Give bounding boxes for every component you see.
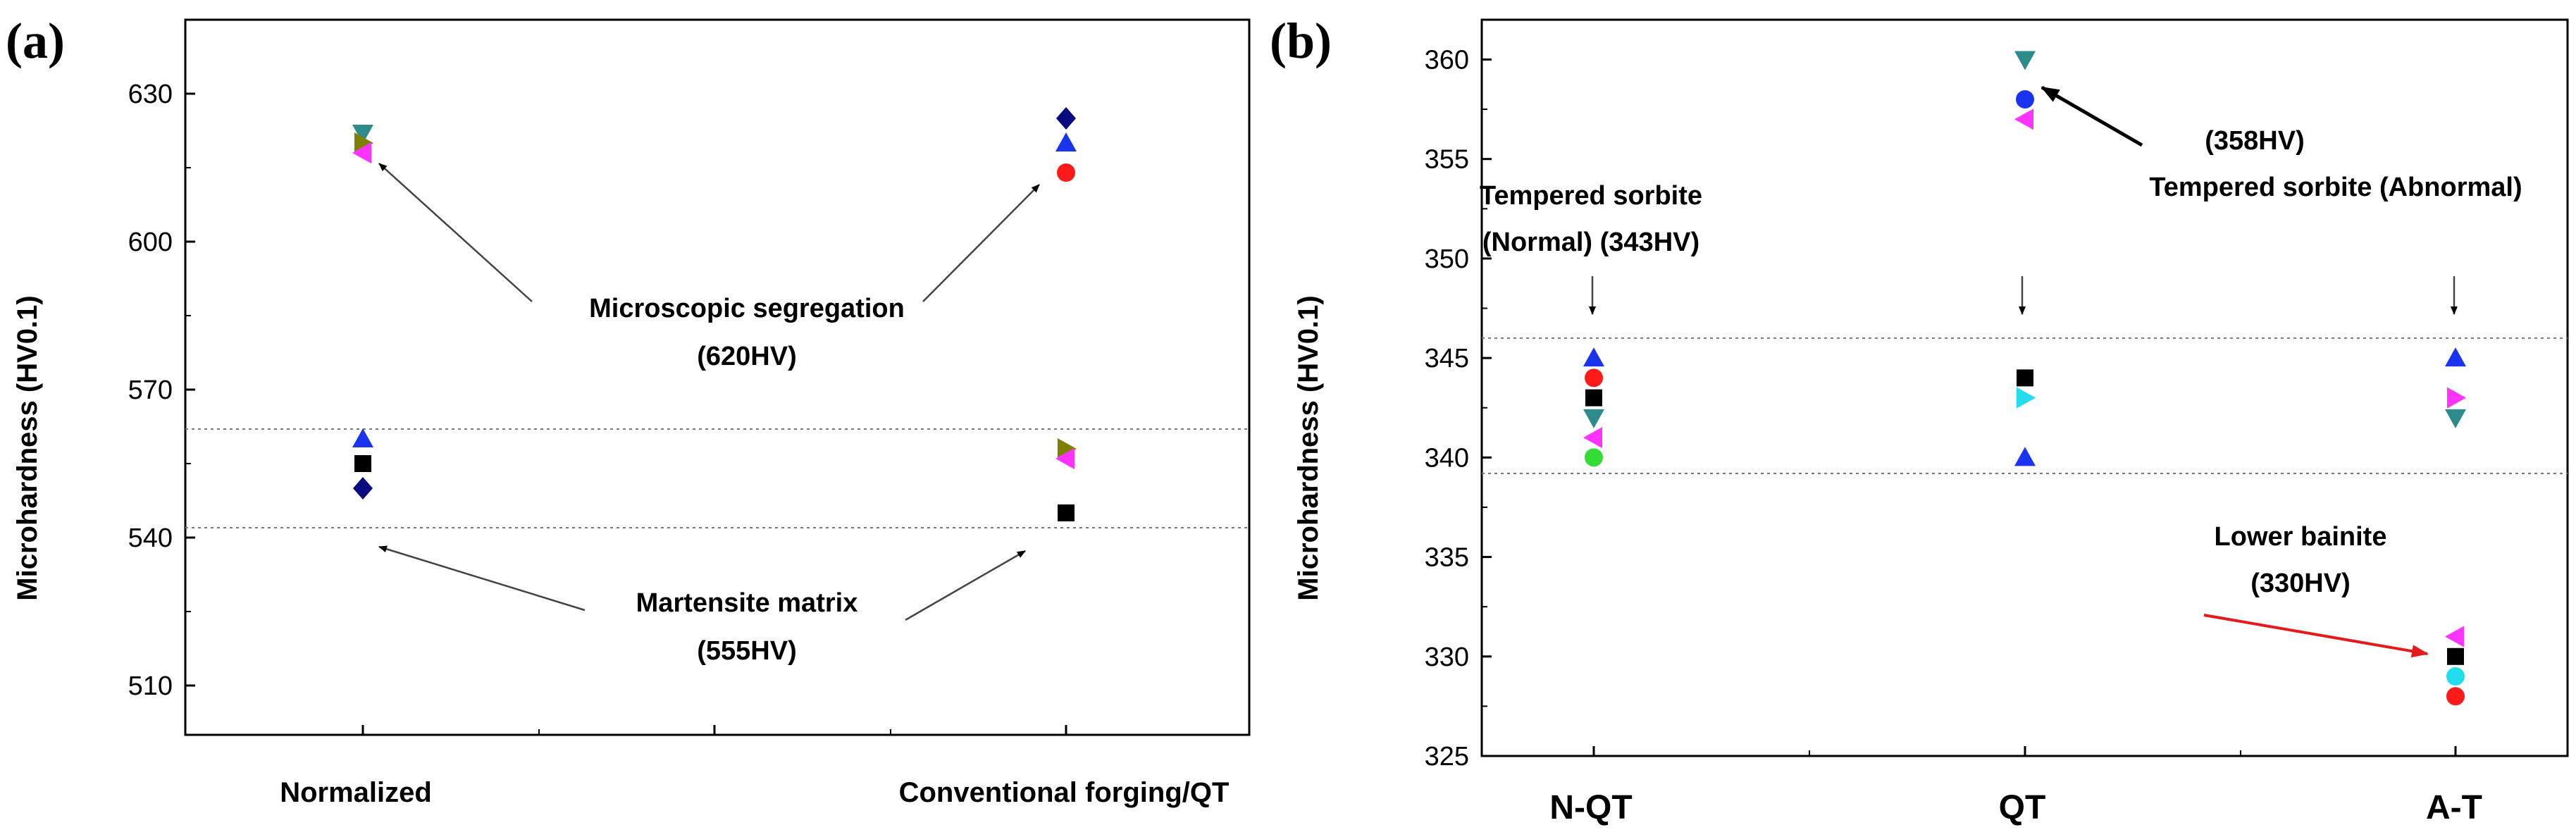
panel-a-x-axis: [361, 725, 1067, 735]
panel-b-frame: [1480, 18, 2569, 757]
panel-a-label: (a): [6, 13, 65, 69]
data-point: [1058, 438, 1077, 459]
y-tick-label: 600: [128, 228, 173, 257]
y-tick-label: 360: [1425, 45, 1469, 75]
data-point: [352, 125, 373, 144]
data-point: [1058, 504, 1075, 521]
panel-b-y-axis: 325 330 335 340 345 350 355 360: [1425, 45, 1492, 771]
data-point: [2017, 369, 2033, 387]
data-point: [1055, 448, 1075, 469]
panel-b-category-nqt: N-QT: [1549, 789, 1632, 826]
data-point: [2447, 647, 2464, 665]
annotation-abnormal-value: (358HV): [2205, 126, 2305, 156]
annotation-segregation-value: (620HV): [697, 342, 797, 371]
arrow-segregation-left: [378, 163, 533, 302]
y-tick-label: 340: [1425, 443, 1469, 473]
data-point: [1583, 427, 1602, 449]
panel-b-points: [1583, 51, 2466, 706]
y-tick-label: 350: [1425, 244, 1469, 274]
arrow-martensite-right: [905, 550, 1026, 621]
panel-a-category-normalized: Normalized: [280, 777, 432, 808]
annotation-abnormal-label: Tempered sorbite (Abnormal): [2149, 173, 2522, 202]
y-tick-label: 325: [1425, 742, 1469, 771]
panel-b-label: (b): [1270, 13, 1332, 69]
arrow-martensite-left: [378, 545, 586, 612]
data-point: [2016, 89, 2034, 108]
panel-b-y-axis-title: Microhardness (HV0.1): [1293, 295, 1324, 600]
panel-a-frame: [184, 18, 1251, 736]
annotation-martensite-value: (555HV): [697, 636, 797, 666]
data-point: [2447, 387, 2466, 409]
y-tick-label: 510: [128, 671, 173, 701]
data-point: [2446, 687, 2465, 706]
y-tick-label: 355: [1425, 145, 1469, 175]
data-point: [2014, 108, 2033, 130]
data-point: [352, 428, 373, 447]
panel-b: (b) 325 330 335 340 345 350 355 360 Microhardne…: [1270, 13, 2569, 826]
panel-a: (a) 510 540 570 600 630 Microhardness (HV0.1…: [6, 13, 1251, 808]
y-tick-label: 630: [128, 80, 173, 109]
panel-a-points: [352, 107, 1077, 521]
data-point: [1585, 389, 1602, 407]
data-point: [1055, 132, 1077, 151]
panel-a-category-conventional: Conventional forging/QT: [899, 777, 1230, 808]
data-point: [354, 455, 371, 472]
annotation-bainite-label: Lower bainite: [2215, 522, 2387, 552]
y-tick-label: 335: [1425, 543, 1469, 573]
panel-b-category-qt: QT: [1999, 789, 2046, 826]
annotation-normal-sorbite-label: Tempered sorbite: [1480, 181, 1702, 211]
panel-a-y-axis: 510 540 570 600 630: [128, 80, 195, 701]
data-point: [1583, 409, 1604, 428]
panel-b-x-axis: [1592, 746, 2457, 756]
data-point: [2445, 409, 2466, 428]
annotation-martensite-label: Martensite matrix: [636, 588, 858, 618]
annotation-bainite-value: (330HV): [2250, 569, 2351, 598]
y-tick-label: 540: [128, 523, 173, 553]
panel-b-category-at: A-T: [2426, 789, 2482, 826]
arrow-segregation-right: [922, 184, 1040, 302]
data-point: [2014, 51, 2036, 70]
data-point: [2017, 387, 2036, 409]
arrow-abnormal: [2041, 85, 2143, 147]
y-tick-label: 330: [1425, 643, 1469, 672]
annotation-segregation-label: Microscopic segregation: [589, 294, 905, 323]
data-point: [2446, 667, 2465, 686]
data-point: [353, 477, 373, 500]
data-point: [354, 132, 373, 154]
data-point: [1583, 347, 1604, 367]
data-point: [1585, 448, 1603, 467]
annotation-normal-sorbite-value: (Normal) (343HV): [1482, 228, 1699, 257]
panel-a-y-axis-title: Microhardness (HV0.1): [12, 295, 43, 600]
data-point: [1585, 368, 1603, 388]
data-point: [1057, 163, 1075, 182]
data-point: [352, 142, 371, 163]
y-tick-label: 570: [128, 376, 173, 405]
data-point: [2014, 447, 2036, 466]
panel-a-reference-lines: [185, 428, 1249, 528]
arrow-bainite: [2203, 614, 2429, 658]
y-tick-label: 345: [1425, 344, 1469, 373]
data-point: [1056, 107, 1076, 130]
data-point: [2445, 347, 2466, 367]
data-point: [2445, 626, 2464, 647]
